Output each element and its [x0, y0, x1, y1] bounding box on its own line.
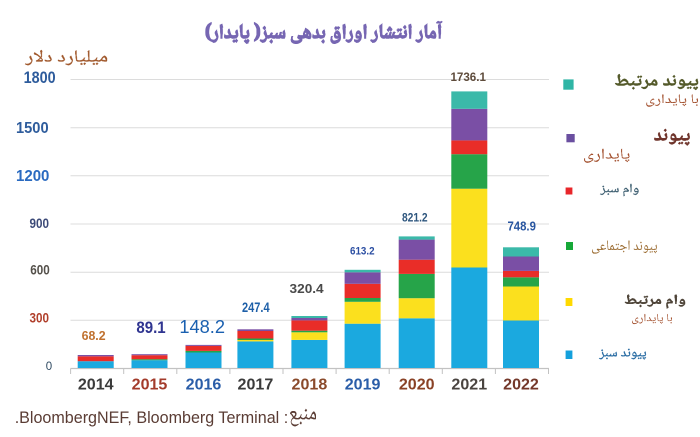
svg-text:1800: 1800: [24, 69, 56, 87]
svg-text:68.2: 68.2: [82, 329, 106, 343]
svg-text:148.2: 148.2: [179, 317, 225, 337]
svg-text:748.9: 748.9: [508, 219, 536, 233]
svg-text:2014: 2014: [78, 377, 114, 394]
svg-text:.BloombergNEF, Bloomberg Termi: .BloombergNEF, Bloomberg Terminal :: [15, 408, 289, 427]
svg-text:1200: 1200: [16, 168, 49, 185]
svg-text:600: 600: [30, 261, 50, 277]
svg-text:821.2: 821.2: [402, 211, 428, 225]
svg-text:2022: 2022: [503, 377, 539, 394]
svg-text:1500: 1500: [16, 120, 49, 137]
svg-text:2018: 2018: [292, 377, 328, 394]
svg-text:300: 300: [30, 311, 50, 326]
svg-text:2020: 2020: [399, 377, 435, 394]
svg-text:320.4: 320.4: [290, 281, 325, 296]
svg-text:1736.1: 1736.1: [450, 70, 486, 84]
svg-text:900: 900: [30, 215, 50, 231]
svg-text:89.1: 89.1: [136, 318, 165, 337]
svg-text:2016: 2016: [186, 377, 222, 394]
svg-text:247.4: 247.4: [242, 300, 270, 315]
svg-text:0: 0: [46, 361, 52, 373]
svg-text:2015: 2015: [132, 377, 168, 394]
svg-text:613.2: 613.2: [350, 246, 375, 258]
svg-text:2017: 2017: [238, 377, 274, 394]
svg-text:2021: 2021: [451, 377, 487, 394]
svg-text:2019: 2019: [345, 377, 381, 394]
